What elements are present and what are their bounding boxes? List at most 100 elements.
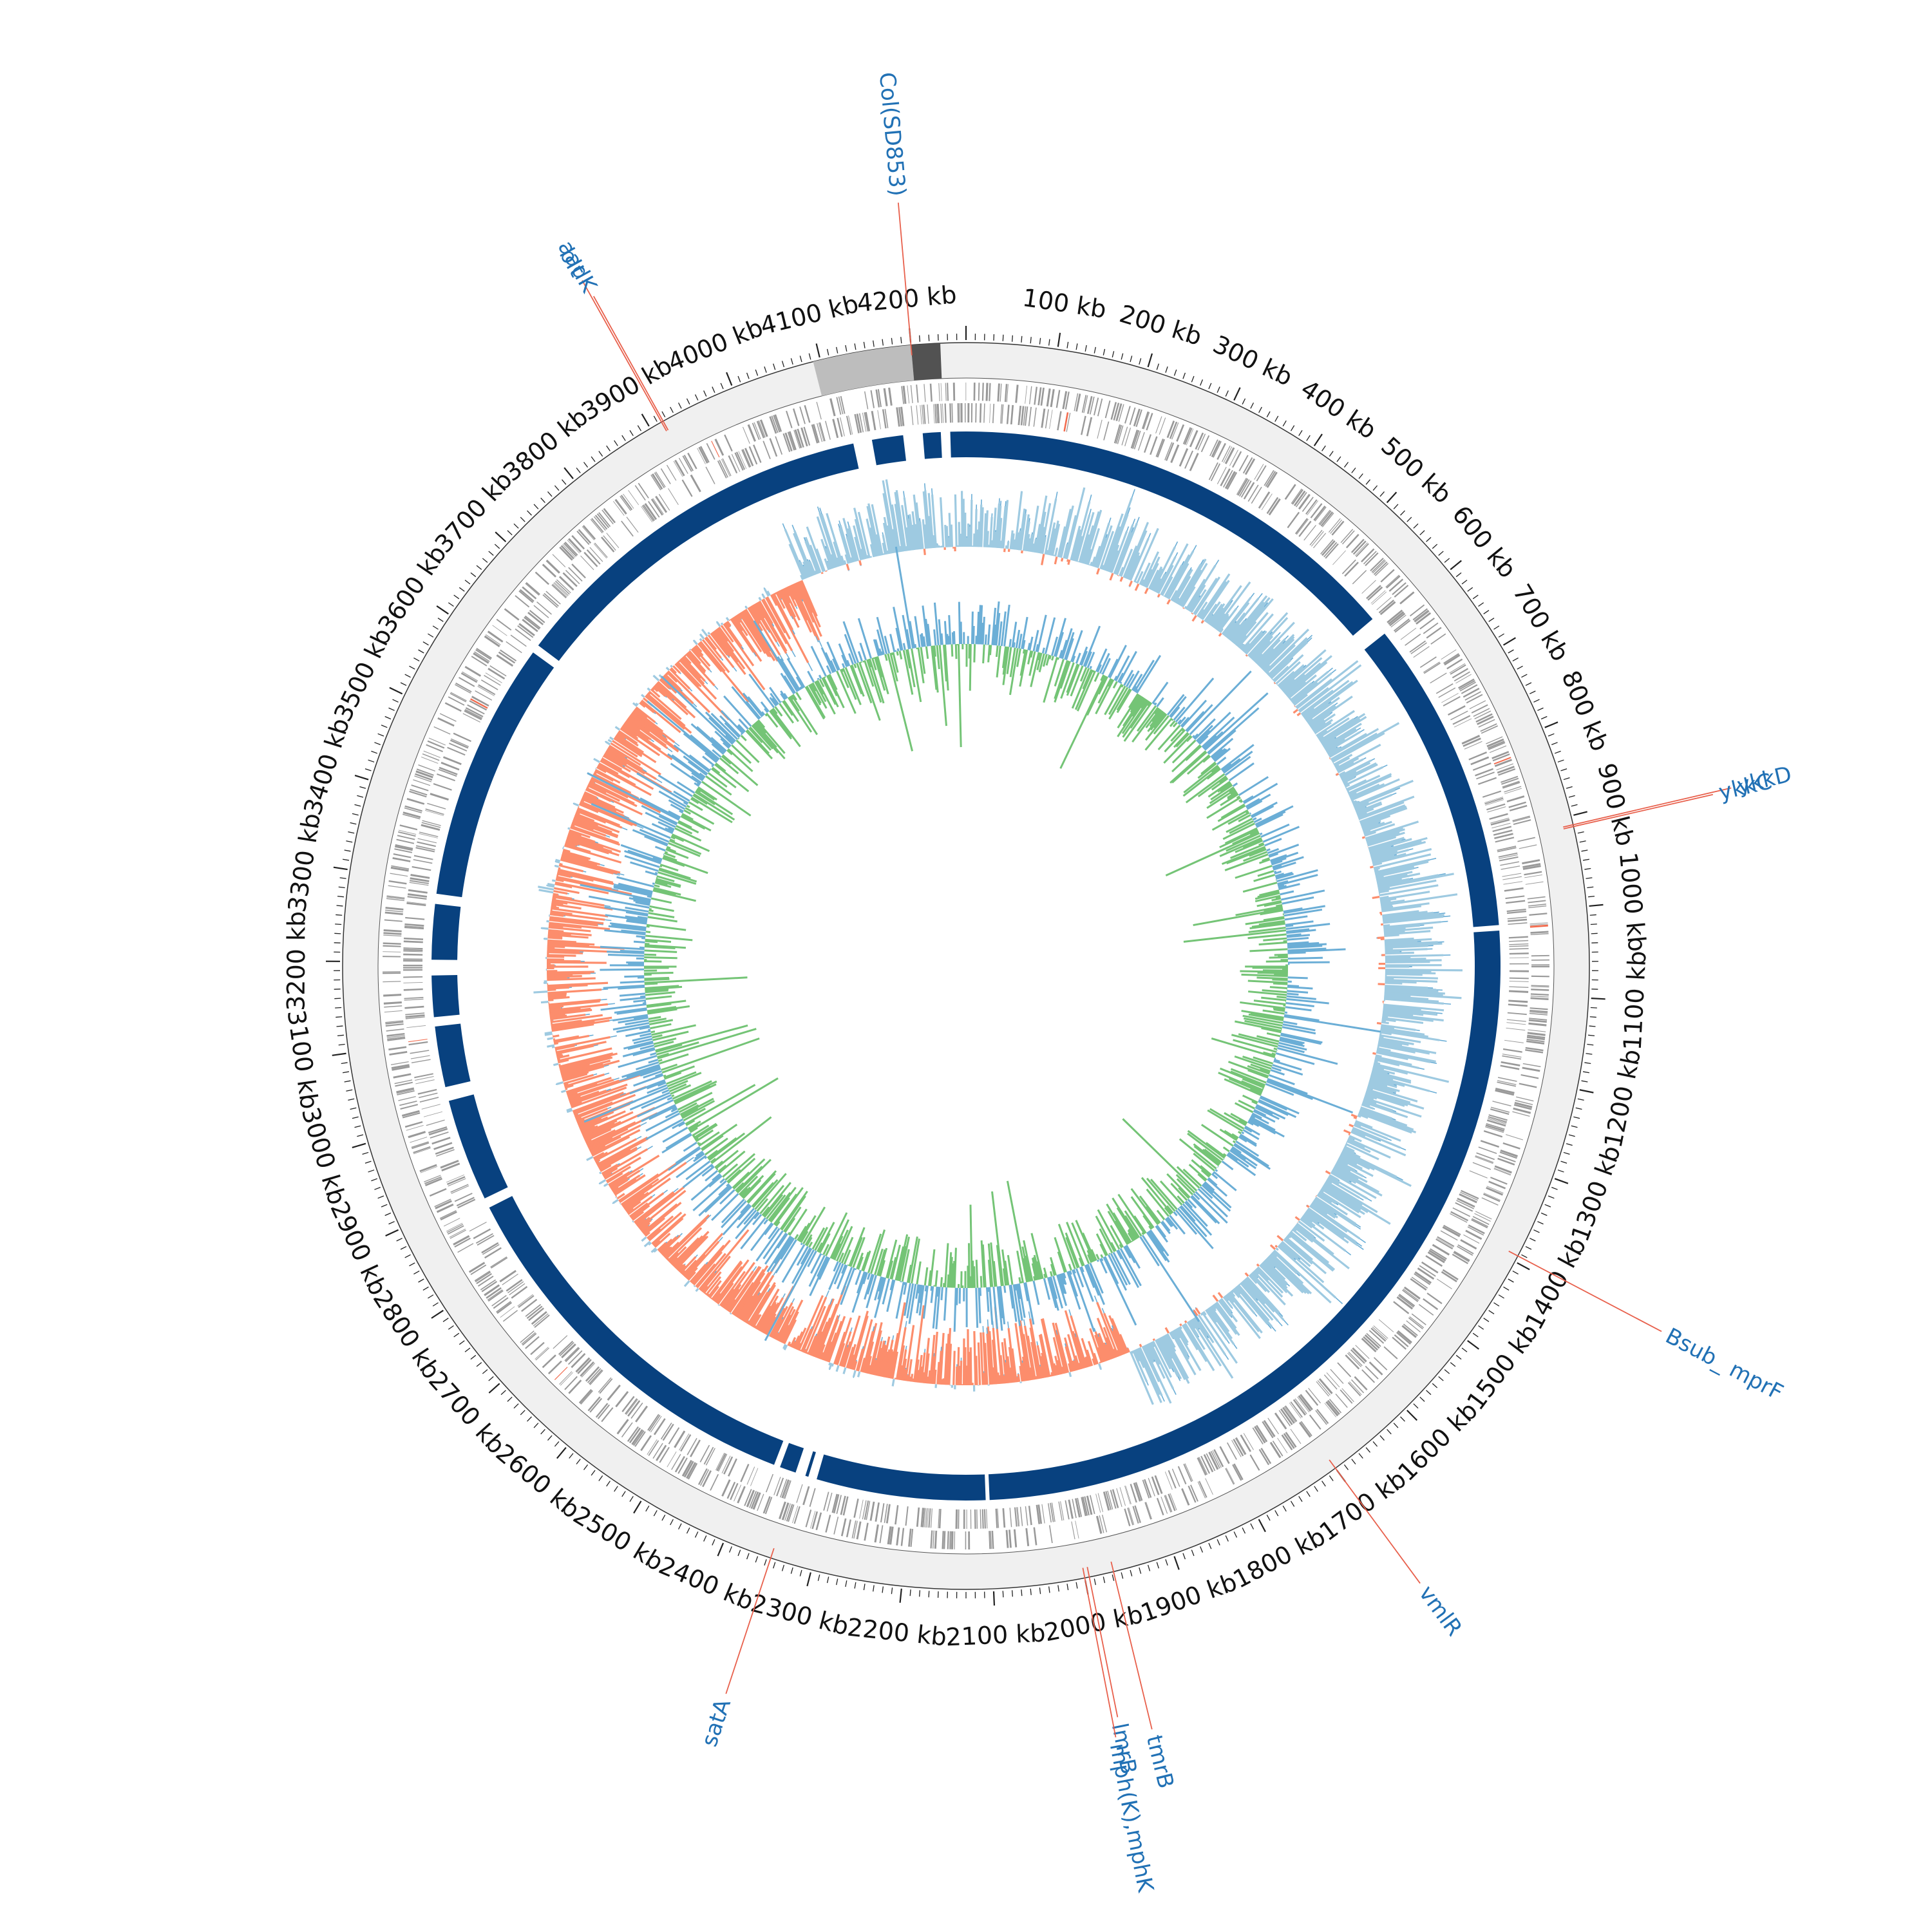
gene-feature — [487, 630, 504, 643]
gene-feature — [1309, 529, 1323, 545]
gc-skew-bar — [983, 513, 987, 547]
gc-skew-bar — [907, 518, 914, 551]
gc-content-bar — [1257, 971, 1288, 975]
gene-feature — [1506, 795, 1525, 802]
gc-skew-bar — [1184, 1323, 1215, 1372]
gene-feature — [635, 1405, 649, 1423]
gene-feature — [601, 509, 614, 525]
gc-content-bar — [1249, 1116, 1276, 1132]
gc-skew-bar — [1095, 537, 1107, 568]
gc-content-bar — [840, 1267, 853, 1295]
gc-skew-bar — [1018, 1325, 1029, 1381]
gc-skew-edge — [803, 537, 806, 542]
gc-content-bar — [693, 1122, 717, 1139]
gc-content-bar — [1259, 889, 1280, 896]
gc-content-bar — [1228, 762, 1255, 782]
gc-skew-bar — [566, 837, 620, 857]
gene-feature — [1124, 427, 1132, 447]
gc-skew-bar — [1161, 1336, 1186, 1381]
gene-feature — [1455, 1202, 1473, 1212]
gc-skew-bar — [911, 511, 918, 550]
gc-content-bar — [1227, 791, 1238, 799]
gc-content-bar — [661, 676, 734, 745]
gc-content-bar — [1072, 1269, 1076, 1274]
gc-content-bar — [722, 1163, 739, 1178]
gc-skew-bar — [1348, 1133, 1350, 1136]
gc-skew-bar — [1169, 1332, 1175, 1339]
gc-skew-bar — [547, 1044, 555, 1048]
gc-content-bar — [1273, 1047, 1278, 1050]
gene-feature — [1103, 421, 1110, 440]
gc-skew-bar — [686, 1267, 698, 1280]
gc-content-bar — [1115, 655, 1130, 682]
gc-skew-bar — [1153, 578, 1162, 592]
gc-skew-bar — [905, 545, 908, 551]
gc-skew-bar — [566, 1109, 573, 1113]
gc-content-bar — [1275, 1052, 1315, 1065]
gene-feature — [535, 1347, 549, 1359]
gene-feature — [1224, 447, 1235, 464]
gc-skew-edge — [652, 1194, 656, 1197]
gc-skew-bar — [1175, 598, 1180, 604]
gc-skew-bar — [712, 630, 746, 675]
gc-skew-bar — [914, 524, 920, 550]
gc-skew-bar — [1270, 1253, 1304, 1285]
gene-feature — [460, 672, 478, 683]
gc-content-bar — [644, 982, 658, 985]
gc-content-bar — [747, 1173, 776, 1204]
gc-skew-bar — [1291, 670, 1329, 703]
gc-content-bar — [1018, 1277, 1021, 1284]
gc-content-bar — [1048, 1276, 1059, 1311]
gc-skew-bar — [1120, 548, 1133, 577]
gc-skew-bar — [916, 1370, 920, 1383]
gc-skew-bar — [819, 513, 838, 568]
gene-feature — [1115, 403, 1122, 422]
gc-content-bar — [1253, 999, 1286, 1006]
gc-content-bar — [876, 1249, 886, 1276]
gc-skew-bar — [591, 777, 661, 813]
gene-feature — [1506, 910, 1526, 914]
gene-feature — [724, 434, 733, 452]
gc-skew-bar — [674, 663, 730, 721]
gc-content-bar — [1235, 839, 1264, 853]
gc-skew-bar — [1385, 961, 1430, 963]
gene-feature — [1526, 1038, 1545, 1043]
gc-skew-bar — [660, 1235, 681, 1255]
gc-skew-edge — [611, 888, 619, 891]
gene-feature — [405, 916, 425, 920]
gene-feature — [1160, 1496, 1168, 1514]
gene-feature — [1506, 1019, 1526, 1022]
gc-skew-edge — [1363, 1175, 1367, 1179]
gc-skew-bar — [1105, 1337, 1115, 1359]
gc-skew-bar — [1283, 1237, 1327, 1274]
gc-skew-bar — [1352, 800, 1359, 806]
gene-feature — [1285, 1432, 1297, 1448]
gc-skew-edge — [593, 1073, 598, 1075]
gene-feature — [1529, 913, 1548, 916]
gc-skew-bar — [1265, 644, 1296, 674]
gene-feature — [1514, 1102, 1533, 1108]
gc-skew-bar — [734, 616, 748, 636]
gc-skew-bar — [632, 1220, 634, 1223]
gc-skew-bar — [1363, 823, 1396, 836]
gene-feature — [1099, 1515, 1104, 1533]
gc-skew-bar — [882, 493, 895, 553]
gc-skew-bar — [609, 1176, 628, 1189]
gc-skew-bar — [1367, 1086, 1372, 1091]
gc-content-bar — [918, 1285, 925, 1316]
gc-skew-bar — [1256, 1267, 1269, 1282]
gene-feature — [1283, 1433, 1295, 1449]
gc-skew-bar — [1002, 500, 1009, 549]
gene-feature — [594, 542, 608, 558]
gene-feature — [1224, 471, 1236, 489]
gc-skew-bar — [927, 516, 933, 549]
gc-skew-edge — [708, 669, 712, 673]
gene-feature — [1525, 881, 1544, 885]
gc-skew-edge — [1175, 552, 1179, 557]
gene-feature — [1409, 1316, 1425, 1329]
gene-feature — [484, 1247, 502, 1259]
gc-skew-bar — [593, 757, 600, 763]
gene-feature — [1363, 551, 1377, 565]
gene-feature — [862, 412, 867, 432]
